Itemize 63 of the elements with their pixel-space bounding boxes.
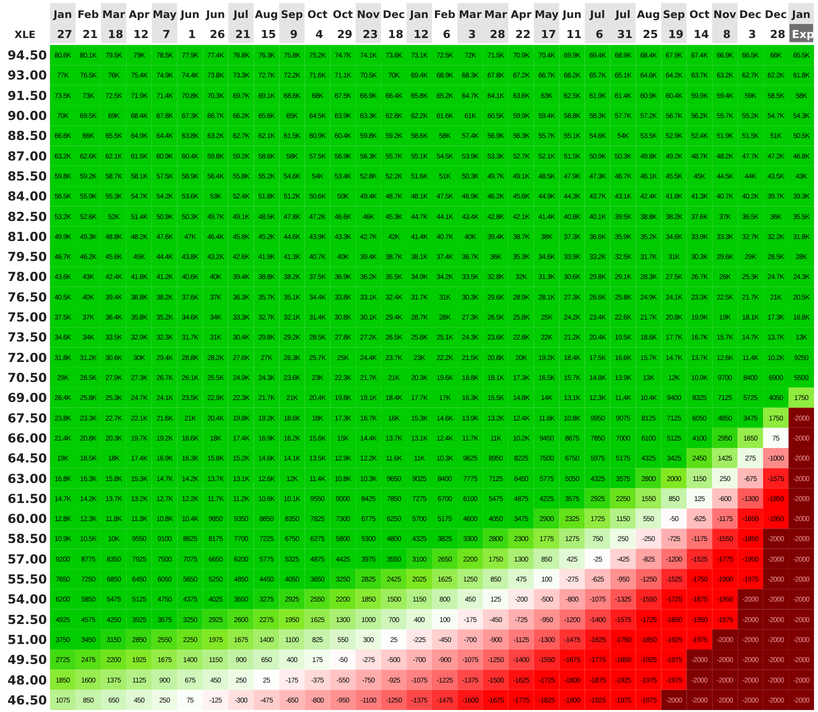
x-tick-label: Aug 15 [254,9,278,41]
y-tick-label: 79.50 [7,249,48,264]
x-tick-label: Dec 18 [382,9,405,41]
x-tick-label: Jan 27 [52,9,72,41]
x-tick-label: Mar 3 [458,9,482,41]
y-tick-label: 51.00 [7,632,48,647]
x-tick-label: Jul 6 [589,9,606,41]
y-tick-label: 55.50 [7,572,48,587]
x-tick-label: May 7 [152,9,177,41]
x-tick-label: Jun 1 [180,9,200,41]
y-tick-label: 91.50 [7,88,48,103]
y-tick-label: 93.00 [7,68,48,83]
y-tick-label: 69.00 [7,390,48,406]
x-tick-label: Dec 3 [739,9,762,41]
x-tick-label: Feb 21 [78,9,100,41]
y-tick-label: 57.00 [7,551,48,566]
x-tick-label: Oct 14 [689,9,710,41]
x-tick-label: Nov 8 [713,9,736,41]
y-tick-label: 60.00 [7,511,48,526]
y-tick-label: 67.50 [7,410,48,426]
y-tick-label: 87.00 [7,148,48,164]
x-tick-label: Jan 12 [409,9,429,41]
x-tick-label: Jun 26 [205,9,226,41]
y-tick-label: 84.00 [7,188,48,204]
x-tick-label: Jul 31 [613,9,633,41]
x-tick-label: Mar 18 [102,9,126,41]
x-tick-label: Oct 29 [332,9,353,41]
y-tick-label: 70.50 [7,370,48,385]
y-tick-label: 81.00 [7,228,48,244]
y-tick-label: 85.50 [7,168,48,184]
x-tick-label: Apr 12 [128,9,150,41]
y-tick-label: 75.00 [7,310,48,325]
y-tick-label: 73.50 [7,330,48,345]
y-tick-label: 66.00 [7,430,48,446]
x-tick-label: Oct 4 [307,9,328,41]
y-tick-label: 78.00 [7,269,48,284]
y-tick-label: 52.50 [7,612,48,627]
x-tick-label: Aug 25 [636,9,660,41]
y-tick-label: 61.50 [7,490,48,506]
y-tick-label: 58.50 [7,531,48,546]
y-tick-label: 48.00 [7,672,48,688]
x-tick-label: Feb 6 [434,9,456,41]
x-tick-label: Sep 19 [662,9,686,41]
x-tick-label: May 17 [534,9,559,41]
y-tick-label: 63.00 [7,470,48,486]
x-tick-label: Nov 23 [356,9,380,41]
x-tick-label: Jun 11 [562,9,582,41]
y-tick-label: 72.00 [7,350,48,365]
x-tick-label: Mar 28 [484,9,508,41]
y-tick-label: 76.50 [7,289,48,304]
y-tick-label: 64.50 [7,450,48,466]
y-tick-label: 94.50 [7,48,48,63]
y-tick-label: 46.50 [7,692,48,708]
x-tick-label: Jul 21 [231,9,251,41]
x-tick-label: Sep 9 [280,9,304,41]
y-axis-title: XLE [14,30,36,41]
y-tick-label: 49.50 [7,652,48,668]
y-tick-label: 90.00 [7,108,48,124]
y-tick-label: 82.50 [7,208,48,224]
y-tick-label: 88.50 [7,128,48,144]
x-tick-label: Apr 22 [510,9,532,41]
x-tick-label: Dec 28 [764,9,787,41]
y-tick-label: 54.00 [7,592,48,607]
